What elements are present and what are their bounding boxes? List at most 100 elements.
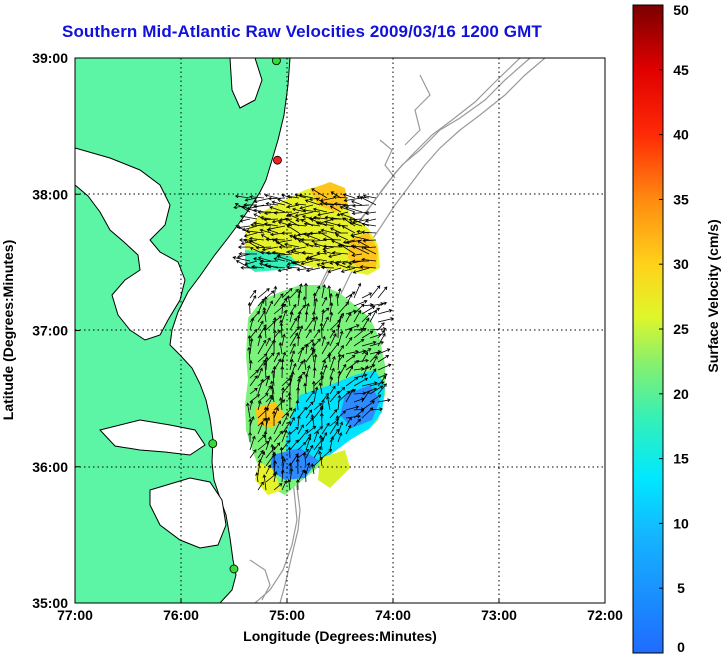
velocity-arrow <box>302 358 307 371</box>
velocity-arrow <box>329 409 338 419</box>
velocity-arrow <box>301 250 314 255</box>
x-axis-label: Longitude (Degrees:Minutes) <box>243 628 437 644</box>
velocity-arrow <box>243 232 258 238</box>
velocity-arrow <box>289 343 296 355</box>
velocity-arrow <box>257 359 267 371</box>
velocity-arrow <box>361 230 377 235</box>
velocity-arrow <box>248 236 265 241</box>
velocity-arrow <box>361 351 368 363</box>
velocity-arrow <box>257 378 264 395</box>
velocity-arrow <box>273 285 278 299</box>
velocity-arrow <box>302 452 307 467</box>
velocity-arrow <box>313 430 319 443</box>
chesapeake-bay <box>75 147 186 341</box>
velocity-arrow <box>263 362 267 379</box>
velocity-arrow <box>290 261 307 269</box>
velocity-arrow <box>361 407 374 419</box>
velocity-arrow <box>297 346 305 363</box>
velocity-arrow <box>377 333 386 347</box>
colorbar-tick-label: 50 <box>673 2 689 18</box>
velocity-arrow <box>273 483 283 491</box>
velocity-arrow <box>268 196 286 201</box>
velocity-arrow <box>234 194 251 199</box>
station-marker <box>272 58 281 66</box>
x-tick-label: 73:00 <box>481 607 517 623</box>
velocity-arrow <box>337 301 350 315</box>
velocity-arrow <box>280 303 285 315</box>
velocity-arrow <box>273 257 286 262</box>
velocity-arrow <box>377 375 387 387</box>
velocity-arrow <box>329 260 342 265</box>
velocity-arrow <box>310 414 315 427</box>
velocity-arrow <box>322 246 335 251</box>
velocity-arrow <box>263 296 268 307</box>
velocity-arrow <box>272 338 277 355</box>
velocity-arrow <box>259 228 272 234</box>
velocity-arrow <box>310 463 315 475</box>
velocity-arrow <box>361 400 376 411</box>
velocity-arrow <box>249 399 254 411</box>
velocity-arrow <box>265 201 279 206</box>
velocity-arrow <box>302 208 321 213</box>
velocity-arrow <box>305 257 321 262</box>
velocity-arrow <box>271 369 275 387</box>
velocity-arrow <box>281 231 293 236</box>
velocity-arrow <box>328 253 342 259</box>
velocity-vectors <box>232 188 395 491</box>
velocity-arrow <box>345 414 361 419</box>
velocity-arrow <box>335 262 349 269</box>
velocity-arrow <box>339 205 356 213</box>
velocity-arrow <box>361 331 374 339</box>
velocity-arrow <box>257 288 270 299</box>
velocity-arrow <box>286 265 300 270</box>
velocity-arrow <box>276 255 293 262</box>
velocity-arrow <box>297 360 304 371</box>
station-markers <box>208 58 282 574</box>
velocity-arrow <box>270 385 275 403</box>
velocity-arrow <box>321 335 326 347</box>
velocity-arrow <box>348 221 363 227</box>
velocity-arrow <box>345 205 363 213</box>
velocity-arrow <box>297 424 304 435</box>
velocity-arrow <box>289 317 298 331</box>
velocity-arrow <box>273 471 278 483</box>
velocity-arrow <box>329 311 334 323</box>
velocity-arrow <box>361 257 377 262</box>
velocity-arrow <box>305 444 314 459</box>
velocity-arrow <box>337 345 344 355</box>
velocity-arrow <box>244 197 258 202</box>
velocity-arrow <box>345 309 357 315</box>
velocity-arrow <box>249 337 254 355</box>
velocity-arrow <box>272 410 276 426</box>
velocity-arrow <box>361 246 377 255</box>
velocity-arrow <box>311 188 328 199</box>
y-tick-label: 38:00 <box>32 186 68 202</box>
velocity-arrow <box>377 309 393 315</box>
velocity-arrow <box>340 267 356 273</box>
velocity-arrow <box>313 215 328 220</box>
velocity-arrow <box>361 317 370 331</box>
velocity-arrow <box>369 341 385 347</box>
velocity-arrow <box>247 301 252 315</box>
velocity-arrow <box>257 392 269 403</box>
velocity-arrow <box>329 329 336 339</box>
velocity-arrow <box>265 290 275 299</box>
velocity-arrow <box>321 398 325 411</box>
velocity-arrow <box>296 267 314 272</box>
x-tick-label: 72:00 <box>587 607 623 623</box>
velocity-arrow <box>361 312 372 323</box>
velocity-arrow <box>294 202 307 207</box>
velocity-arrow <box>289 408 296 419</box>
velocity-arrow <box>289 426 299 435</box>
velocity-arrow <box>362 238 377 243</box>
velocity-arrow <box>345 312 352 323</box>
velocity-arrow <box>305 409 313 419</box>
velocity-arrow <box>297 239 314 248</box>
grid-lines <box>75 58 605 603</box>
velocity-arrow <box>361 381 378 387</box>
velocity-arrow <box>337 394 342 411</box>
velocity-arrow <box>286 295 291 307</box>
velocity-arrow <box>244 260 258 266</box>
y-axis-label: Latitude (Degrees:Minutes) <box>0 240 16 420</box>
colorbar-tick-label: 20 <box>673 386 689 402</box>
